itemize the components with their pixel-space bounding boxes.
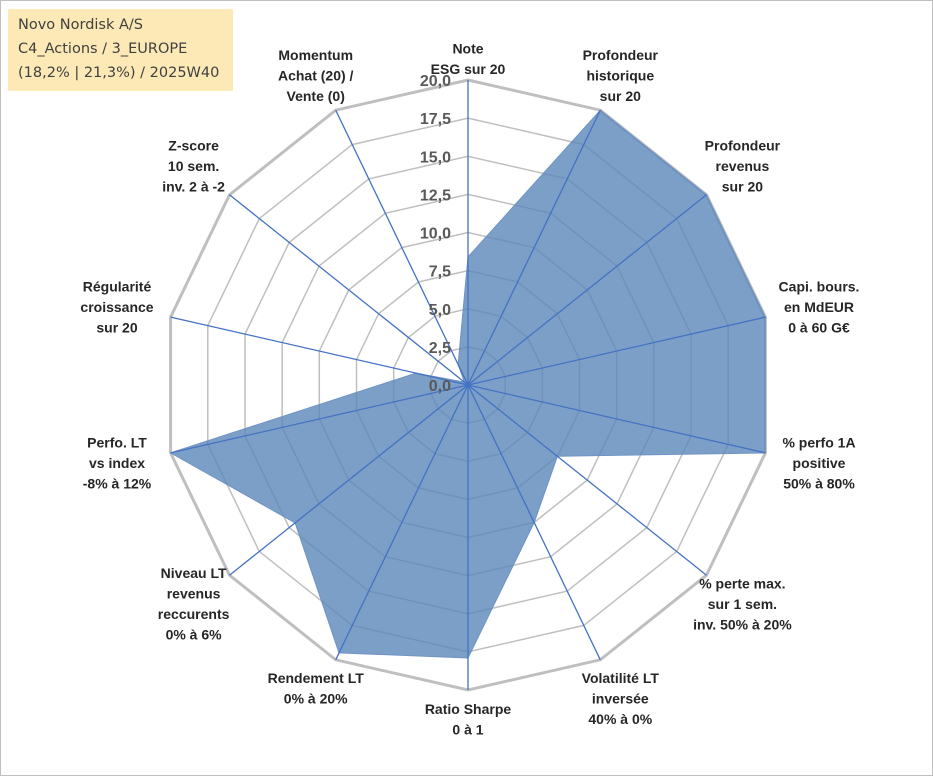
tick-labels: 0,0 2,5 5,0 7,5 10,0 12,5 15,0 17,5 20,0 [420,73,451,395]
axis-label-line: 40% à 0% [588,711,652,727]
axis-spoke [467,384,601,661]
axis-spoke [170,316,469,386]
axis-label-line: inv. 2 à -2 [162,179,225,195]
axis-label-line: Achat (20) / [278,68,354,84]
tick-label: 15,0 [420,149,451,166]
axis-label-line: reccurents [158,606,230,622]
axis-label-line: Perfo. LT [87,435,147,451]
tick-label: 5,0 [429,302,451,319]
axis-label-line: sur 1 sem. [708,596,777,612]
axis-label-line: revenus [716,158,770,174]
axis-spoke [467,384,766,454]
axis-labels: Note ESG sur 20 Profondeur historique sur 20… [80,41,859,738]
tick-label: 17,5 [420,111,451,128]
company-name: Novo Nordisk A/S [18,17,144,33]
axis-label-line: -8% à 12% [83,476,152,492]
axis-label: % perfo 1A positive 50% à 80% [782,435,855,492]
axis-label-line: Note [452,41,483,57]
axis-spoke [467,384,707,576]
axis-label-line: vs index [89,455,145,471]
axis-label-line: 10 sem. [168,158,219,174]
axis-label-line: en MdEUR [784,299,854,315]
axis-label: Momentum Achat (20) / Vente (0) [278,47,354,104]
axis-label: Rendement LT 0% à 20% [268,670,365,707]
axis-label-line: 0 à 60 G€ [788,319,850,335]
spokes [170,80,766,690]
axis-label-line: Momentum [278,47,353,63]
axis-label: Note ESG sur 20 [431,41,506,78]
axis-label-line: inversée [592,690,649,706]
axis-label-line: sur 20 [96,319,137,335]
tick-label: 7,5 [429,264,451,281]
axis-label-line: Vente (0) [287,88,345,104]
axis-spoke [467,109,601,386]
axis-spoke [335,384,469,661]
axis-label-line: inv. 50% à 20% [693,616,792,632]
axis-label-line: Profondeur [583,47,659,63]
axis-label-line: sur 20 [600,88,641,104]
axis-label: Volatilité LT inversée 40% à 0% [582,670,660,727]
axis-label-line: revenus [167,586,221,602]
tick-label: 0,0 [429,378,451,395]
axis-label-line: croissance [80,299,153,315]
category-line: C4_Actions / 3_EUROPE [18,41,188,57]
axis-label-line: 0% à 20% [284,690,348,706]
axis-spoke [467,316,766,386]
axis-label: % perte max. sur 1 sem. inv. 50% à 20% [693,575,792,632]
axis-label-line: Niveau LT [161,565,227,581]
axis-label: Capi. bours. en MdEUR 0 à 60 G€ [779,278,860,335]
performance-line: (18,2% | 21,3%) / 2025W40 [18,65,220,81]
axis-label: Perfo. LT vs index -8% à 12% [83,435,152,492]
axis-spoke [229,384,469,576]
axis-spoke [467,194,707,386]
axis-label-line: historique [586,68,654,84]
axis-label-line: 0 à 1 [452,722,483,738]
axis-label-line: positive [793,455,846,471]
axis-label-line: Capi. bours. [779,278,860,294]
axis-label-line: % perte max. [699,575,785,591]
axis-label-line: sur 20 [722,179,763,195]
axis-label-line: ESG sur 20 [431,61,506,77]
axis-label: Z-score 10 sem. inv. 2 à -2 [162,138,225,195]
axis-label-line: Régularité [83,278,152,294]
axis-label-line: Z-score [168,138,219,154]
axis-label: Profondeur historique sur 20 [583,47,659,104]
axis-label-line: 0% à 6% [166,627,223,643]
tick-label: 2,5 [429,340,451,357]
tick-label: 12,5 [420,187,451,204]
tick-label: 20,0 [420,73,451,90]
axis-label: Ratio Sharpe 0 à 1 [425,701,512,738]
tick-label: 10,0 [420,226,451,243]
axis-label: Régularité croissance sur 20 [80,278,153,335]
axis-label: Profondeur revenus sur 20 [705,138,781,195]
axis-label-line: Volatilité LT [582,670,660,686]
axis-label-line: Rendement LT [268,670,365,686]
axis-label-line: Ratio Sharpe [425,701,512,717]
axis-spoke [229,194,469,386]
axis-spoke [335,109,469,386]
axis-label-line: 50% à 80% [783,476,855,492]
axis-label: Niveau LT revenus reccurents 0% à 6% [158,565,230,643]
axis-spoke [170,384,469,454]
info-box: Novo Nordisk A/S C4_Actions / 3_EUROPE (… [8,9,233,91]
axis-label-line: % perfo 1A [782,435,855,451]
axis-label-line: Profondeur [705,138,781,154]
